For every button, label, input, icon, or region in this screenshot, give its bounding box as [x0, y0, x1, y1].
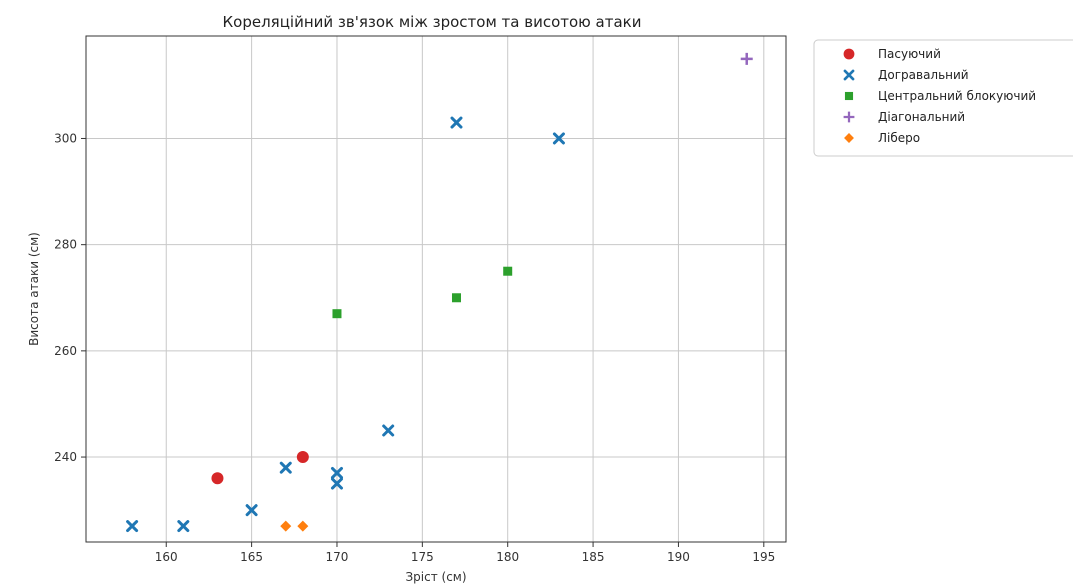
data-point	[330, 477, 343, 490]
y-tick-label: 300	[54, 131, 77, 145]
x-tick-label: 180	[496, 550, 519, 564]
legend-marker	[844, 91, 854, 101]
legend-label: Діагональний	[878, 110, 965, 124]
x-tick-label: 175	[411, 550, 434, 564]
data-point	[503, 266, 513, 276]
x-tick-label: 195	[752, 550, 775, 564]
data-point	[297, 520, 309, 532]
data-point	[330, 466, 343, 479]
legend-label: Центральний блокуючий	[878, 89, 1036, 103]
legend: Пасуючий Догравальний Центральний блокуючи…	[813, 39, 1073, 157]
data-point	[177, 520, 190, 533]
y-tick-label: 260	[54, 344, 77, 358]
data-point	[332, 309, 342, 319]
data-point	[740, 52, 753, 65]
legend-label: Догравальний	[878, 68, 969, 82]
data-point	[211, 472, 224, 485]
x-tick-label: 190	[667, 550, 690, 564]
x-axis-label: Зріст (см)	[405, 570, 466, 584]
data-point	[280, 520, 292, 532]
legend-marker	[843, 48, 855, 60]
data-point	[552, 132, 565, 145]
gridlines	[86, 36, 786, 542]
data-point	[279, 461, 292, 474]
plot-area-frame	[85, 35, 787, 543]
x-tick-label: 185	[582, 550, 605, 564]
data-point	[245, 504, 258, 517]
legend-marker	[843, 69, 855, 81]
axis-ticks: 160 165 170 175 180 185 190 195 240 260 280 300	[54, 131, 775, 564]
legend-marker	[843, 111, 855, 123]
y-axis-label: Висота атаки (см)	[27, 232, 41, 346]
legend-label: Пасуючий	[878, 47, 941, 61]
x-tick-label: 165	[240, 550, 263, 564]
chart-title: Кореляційний зв'язок між зростом та висо…	[223, 13, 642, 31]
data-point	[450, 116, 463, 129]
x-tick-label: 170	[326, 550, 349, 564]
data-point	[382, 424, 395, 437]
legend-marker	[844, 133, 854, 143]
data-point	[451, 293, 461, 303]
y-tick-label: 240	[54, 450, 77, 464]
data-point	[296, 451, 309, 464]
legend-box	[813, 39, 1073, 157]
data-points	[126, 52, 753, 533]
y-tick-label: 280	[54, 238, 77, 252]
legend-label: Ліберо	[878, 131, 920, 145]
data-point	[126, 520, 139, 533]
x-tick-label: 160	[155, 550, 178, 564]
